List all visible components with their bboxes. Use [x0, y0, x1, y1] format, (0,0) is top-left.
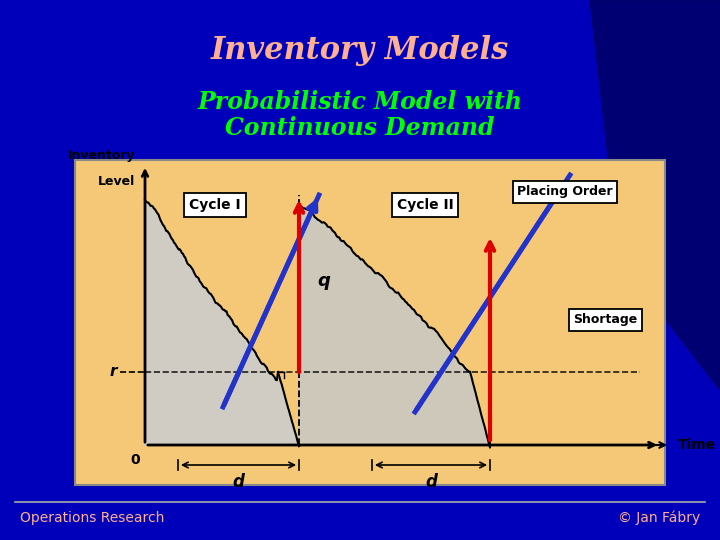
- Text: Time: Time: [678, 438, 716, 452]
- Text: q: q: [317, 272, 330, 290]
- Text: d: d: [233, 473, 244, 491]
- Polygon shape: [145, 200, 299, 446]
- Text: Continuous Demand: Continuous Demand: [225, 116, 495, 140]
- Text: Cycle I: Cycle I: [189, 198, 240, 212]
- Polygon shape: [299, 205, 490, 447]
- Text: Probabilistic Model with: Probabilistic Model with: [197, 90, 523, 114]
- Text: r: r: [109, 364, 117, 380]
- Text: Level: Level: [98, 175, 135, 188]
- FancyBboxPatch shape: [75, 160, 665, 485]
- Text: Operations Research: Operations Research: [20, 511, 164, 525]
- Polygon shape: [590, 0, 720, 390]
- Text: Cycle II: Cycle II: [397, 198, 454, 212]
- Text: Inventory: Inventory: [68, 149, 135, 162]
- Text: d: d: [425, 473, 437, 491]
- Text: © Jan Fábry: © Jan Fábry: [618, 511, 700, 525]
- Text: 0: 0: [130, 453, 140, 467]
- Text: Shortage: Shortage: [573, 314, 637, 327]
- Text: Inventory Models: Inventory Models: [211, 35, 509, 65]
- Text: Placing Order: Placing Order: [517, 186, 613, 199]
